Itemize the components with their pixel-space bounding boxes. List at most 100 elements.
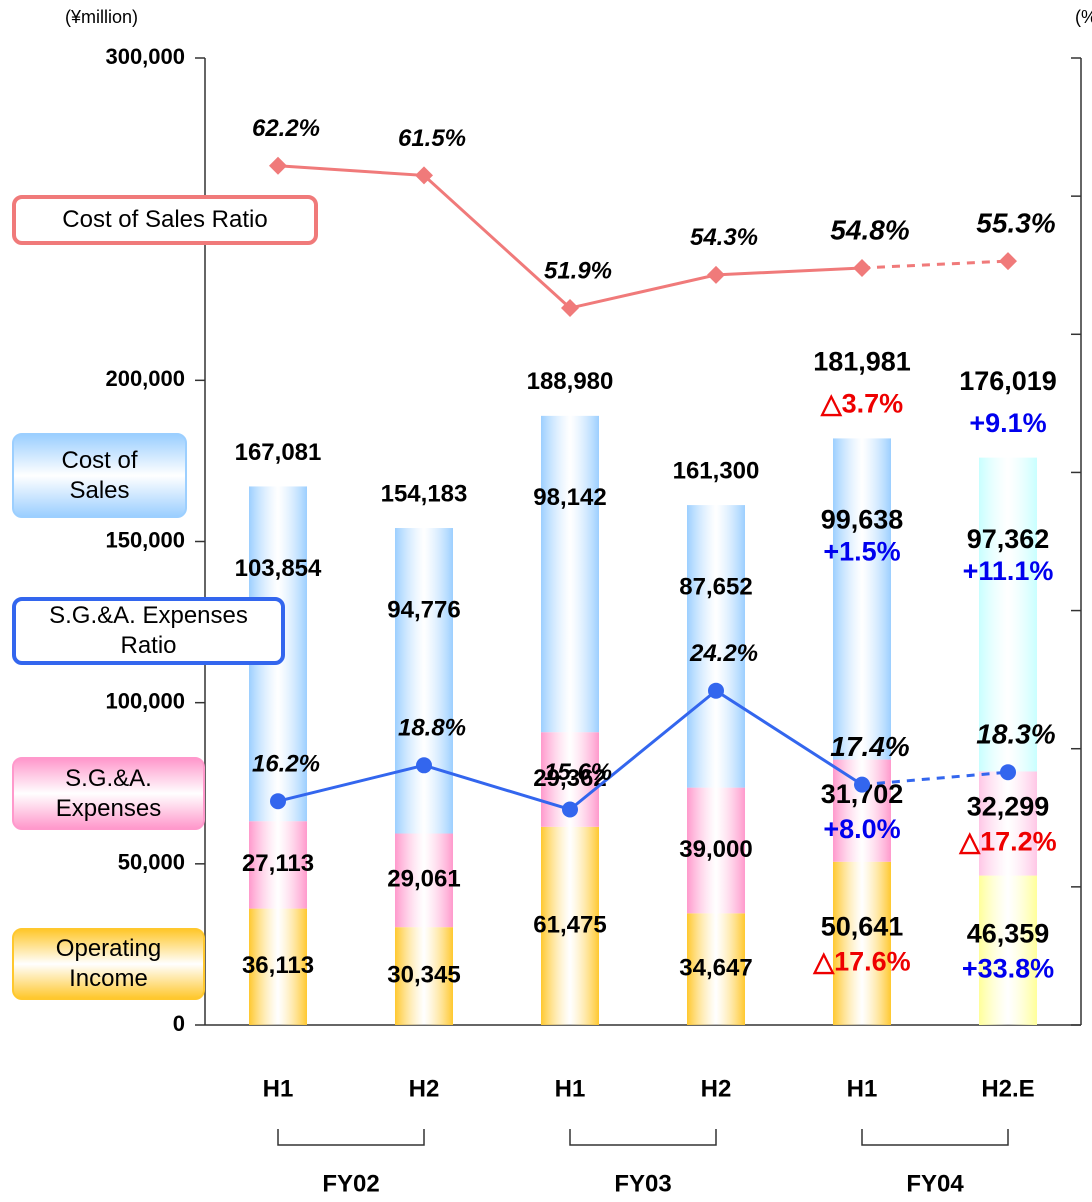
total-label: 188,980: [527, 368, 614, 395]
marker: [416, 757, 432, 774]
value-label: 30,345: [387, 961, 460, 988]
value-label: 29,362: [533, 765, 606, 792]
marker: [270, 793, 286, 810]
bar-segment: [979, 771, 1037, 876]
total-label: 176,019: [959, 366, 1057, 396]
x-tick-label: H2: [409, 1075, 440, 1102]
ratio-label: 16.2%: [252, 751, 320, 778]
legend-label: S.G.&A. Expenses Ratio: [49, 602, 248, 659]
forecast-line: [861, 259, 1009, 270]
y-axis-label: (¥million): [65, 7, 138, 27]
value-label: 97,362: [967, 524, 1050, 554]
total-label: 181,981: [813, 347, 911, 377]
value-label: 27,113: [242, 850, 314, 877]
bar-segment: [541, 415, 599, 733]
bar-segment: [833, 438, 891, 760]
value-label: 61,475: [533, 911, 606, 938]
change-label: +1.5%: [823, 537, 900, 567]
change-label: △17.2%: [958, 827, 1056, 857]
y-tick-label: 100,000: [105, 688, 185, 713]
ratio-label: 18.3%: [976, 719, 1055, 750]
marker: [415, 166, 433, 185]
group-label: FY04: [906, 1170, 964, 1197]
bar-segment: [687, 913, 745, 1025]
marker: [708, 682, 724, 699]
change-label: △17.6%: [812, 947, 910, 977]
legend-bar: Cost of Sales: [12, 433, 187, 518]
bar-segment: [249, 908, 307, 1025]
y2-axis-label: (%): [1075, 7, 1092, 27]
change-label: +11.1%: [963, 556, 1054, 586]
ratio-label: 24.2%: [689, 640, 758, 667]
ratio-label: 18.8%: [398, 715, 466, 742]
change-label: +9.1%: [969, 408, 1046, 438]
legend-label: Cost of Sales Ratio: [62, 206, 268, 233]
ratio-label: 62.2%: [252, 115, 320, 142]
marker: [269, 156, 287, 175]
x-tick-label: H1: [847, 1075, 878, 1102]
value-label: 46,359: [967, 918, 1050, 948]
marker: [561, 299, 579, 318]
marker: [562, 801, 578, 818]
value-label: 32,299: [967, 792, 1050, 822]
marker: [854, 776, 870, 793]
value-label: 36,113: [242, 952, 314, 979]
x-tick-label: H2.E: [981, 1075, 1034, 1102]
bar-segment: [249, 821, 307, 909]
ratio-label: 54.8%: [830, 214, 909, 245]
bar-segment: [395, 528, 453, 834]
group-bracket: [861, 1129, 1009, 1146]
value-label: 99,638: [821, 505, 904, 535]
line: [277, 164, 863, 310]
legend-bar: S.G.&A. Expenses: [12, 757, 205, 830]
total-label: 167,081: [235, 439, 322, 466]
legend-label: S.G.&A. Expenses: [55, 764, 162, 822]
ratio-label: 54.3%: [690, 224, 758, 251]
bar-segment: [395, 927, 453, 1025]
total-label: 154,183: [381, 480, 468, 507]
x-tick-label: H2: [701, 1075, 732, 1102]
change-label: +33.8%: [962, 953, 1054, 983]
bar-segment: [833, 861, 891, 1025]
x-tick-label: H1: [555, 1075, 586, 1102]
y-tick-label: 50,000: [118, 850, 185, 875]
ratio-label: 51.9%: [544, 257, 612, 284]
value-label: 29,061: [387, 866, 460, 893]
marker: [707, 265, 725, 284]
value-label: 103,854: [235, 555, 322, 582]
bar-segment: [833, 759, 891, 862]
marker: [853, 258, 871, 277]
y-tick-label: 200,000: [105, 366, 185, 391]
change-label: △3.7%: [820, 389, 903, 419]
y-tick-label: 150,000: [105, 527, 185, 552]
value-label: 94,776: [387, 596, 460, 623]
x-tick-label: H1: [263, 1075, 294, 1102]
y-tick-label: 300,000: [105, 44, 185, 69]
ratio-label: 55.3%: [976, 207, 1055, 238]
legend-bar: Operating Income: [12, 928, 205, 1000]
value-label: 50,641: [821, 912, 904, 942]
ratio-label: 15.6%: [544, 759, 612, 786]
legend-line: Cost of Sales Ratio: [12, 195, 318, 245]
forecast-line: [861, 770, 1009, 787]
ratio-label: 61.5%: [398, 125, 466, 152]
value-label: 39,000: [679, 836, 752, 863]
value-label: 34,647: [679, 955, 752, 982]
ratio-label: 17.4%: [830, 731, 909, 762]
y-tick-label: 0: [173, 1011, 185, 1036]
group-label: FY02: [322, 1170, 379, 1197]
group-bracket: [569, 1129, 717, 1146]
group-label: FY03: [614, 1170, 671, 1197]
change-label: +8.0%: [823, 814, 900, 844]
value-label: 98,142: [533, 484, 606, 511]
bar-segment: [979, 875, 1037, 1025]
bar-segment: [687, 505, 745, 788]
legend-line: S.G.&A. Expenses Ratio: [12, 597, 285, 665]
marker: [999, 252, 1017, 271]
value-label: 87,652: [679, 573, 752, 600]
bar-segment: [979, 457, 1037, 772]
bar-segment: [541, 826, 599, 1025]
bar-segment: [687, 787, 745, 914]
legend-label: Cost of Sales: [61, 446, 138, 504]
group-bracket: [277, 1129, 425, 1146]
